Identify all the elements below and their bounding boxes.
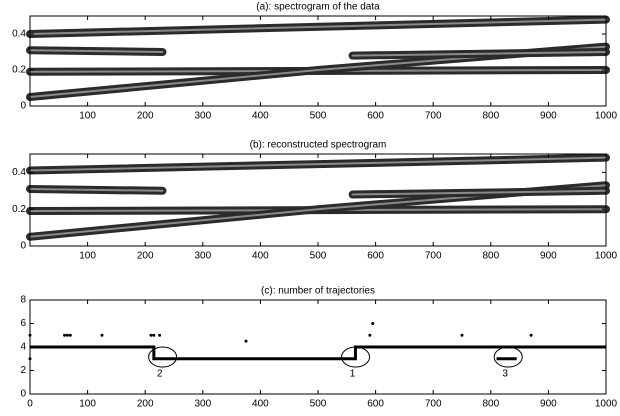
x-tick-label: 1000: [595, 399, 618, 410]
y-tick-label: 0.4: [12, 167, 26, 178]
subplot-title: (a): spectrogram of the data: [256, 2, 380, 13]
trajectory-core: [29, 18, 607, 35]
x-tick-label: 100: [79, 399, 96, 410]
trajectory-core: [29, 156, 607, 172]
x-tick-label: 900: [540, 399, 557, 410]
annotation-circle: [341, 346, 371, 368]
x-tick-label: 400: [252, 251, 269, 262]
annotation-label: 3: [502, 369, 508, 380]
point: [149, 333, 153, 337]
x-tick-label: 500: [310, 111, 327, 122]
x-tick-label: 500: [310, 251, 327, 262]
x-tick-label: 800: [482, 251, 499, 262]
x-tick-label: 600: [367, 111, 384, 122]
subplot-title: (c): number of trajectories: [261, 286, 375, 297]
point: [529, 333, 533, 337]
x-tick-label: 200: [137, 399, 154, 410]
point: [158, 333, 162, 337]
x-tick-label: 700: [425, 111, 442, 122]
point: [68, 333, 72, 337]
trajectory-core: [351, 51, 607, 57]
y-tick-label: 4: [20, 342, 26, 353]
x-tick-label: 100: [79, 111, 96, 122]
point: [244, 339, 248, 343]
x-tick-label: 300: [194, 111, 211, 122]
x-tick-label: 200: [137, 251, 154, 262]
y-tick-label: 8: [20, 295, 26, 306]
x-tick-label: 0: [27, 399, 33, 410]
annotation-label: 1: [350, 369, 356, 380]
y-tick-label: 0: [20, 101, 26, 112]
x-tick-label: 900: [540, 251, 557, 262]
x-tick-label: 600: [367, 251, 384, 262]
point: [460, 333, 464, 337]
subplot-title: (b): reconstructed spectrogram: [250, 140, 387, 151]
x-tick-label: 100: [79, 251, 96, 262]
x-tick-label: 500: [310, 399, 327, 410]
x-tick-label: 900: [540, 111, 557, 122]
point: [152, 333, 156, 337]
point: [65, 333, 69, 337]
y-tick-label: 0.4: [12, 29, 26, 40]
x-tick-label: 300: [194, 251, 211, 262]
point: [100, 333, 104, 337]
y-tick-label: 0.2: [12, 65, 26, 76]
x-tick-label: 800: [482, 111, 499, 122]
x-tick-label: 400: [252, 399, 269, 410]
trajectory-core: [29, 49, 164, 53]
x-tick-label: 400: [252, 111, 269, 122]
x-tick-label: 200: [137, 111, 154, 122]
trajectory-core: [29, 187, 164, 192]
x-tick-label: 1000: [595, 251, 618, 262]
x-tick-label: 700: [425, 399, 442, 410]
point: [368, 333, 372, 337]
point: [371, 322, 375, 325]
x-tick-label: 600: [367, 399, 384, 410]
annotation-circle: [148, 346, 178, 368]
x-tick-label: 800: [482, 399, 499, 410]
y-tick-label: 2: [20, 365, 26, 376]
point: [63, 333, 67, 337]
x-tick-label: 700: [425, 251, 442, 262]
x-tick-label: 1000: [595, 111, 618, 122]
y-tick-label: 0.2: [12, 204, 26, 215]
y-tick-label: 0: [20, 389, 26, 400]
annotation-circle: [493, 346, 523, 368]
x-tick-label: 300: [194, 399, 211, 410]
trajectory: [30, 345, 606, 361]
y-tick-label: 6: [20, 318, 26, 329]
trajectory-core: [351, 189, 607, 196]
y-tick-label: 0: [20, 241, 26, 252]
annotation-label: 2: [157, 369, 163, 380]
